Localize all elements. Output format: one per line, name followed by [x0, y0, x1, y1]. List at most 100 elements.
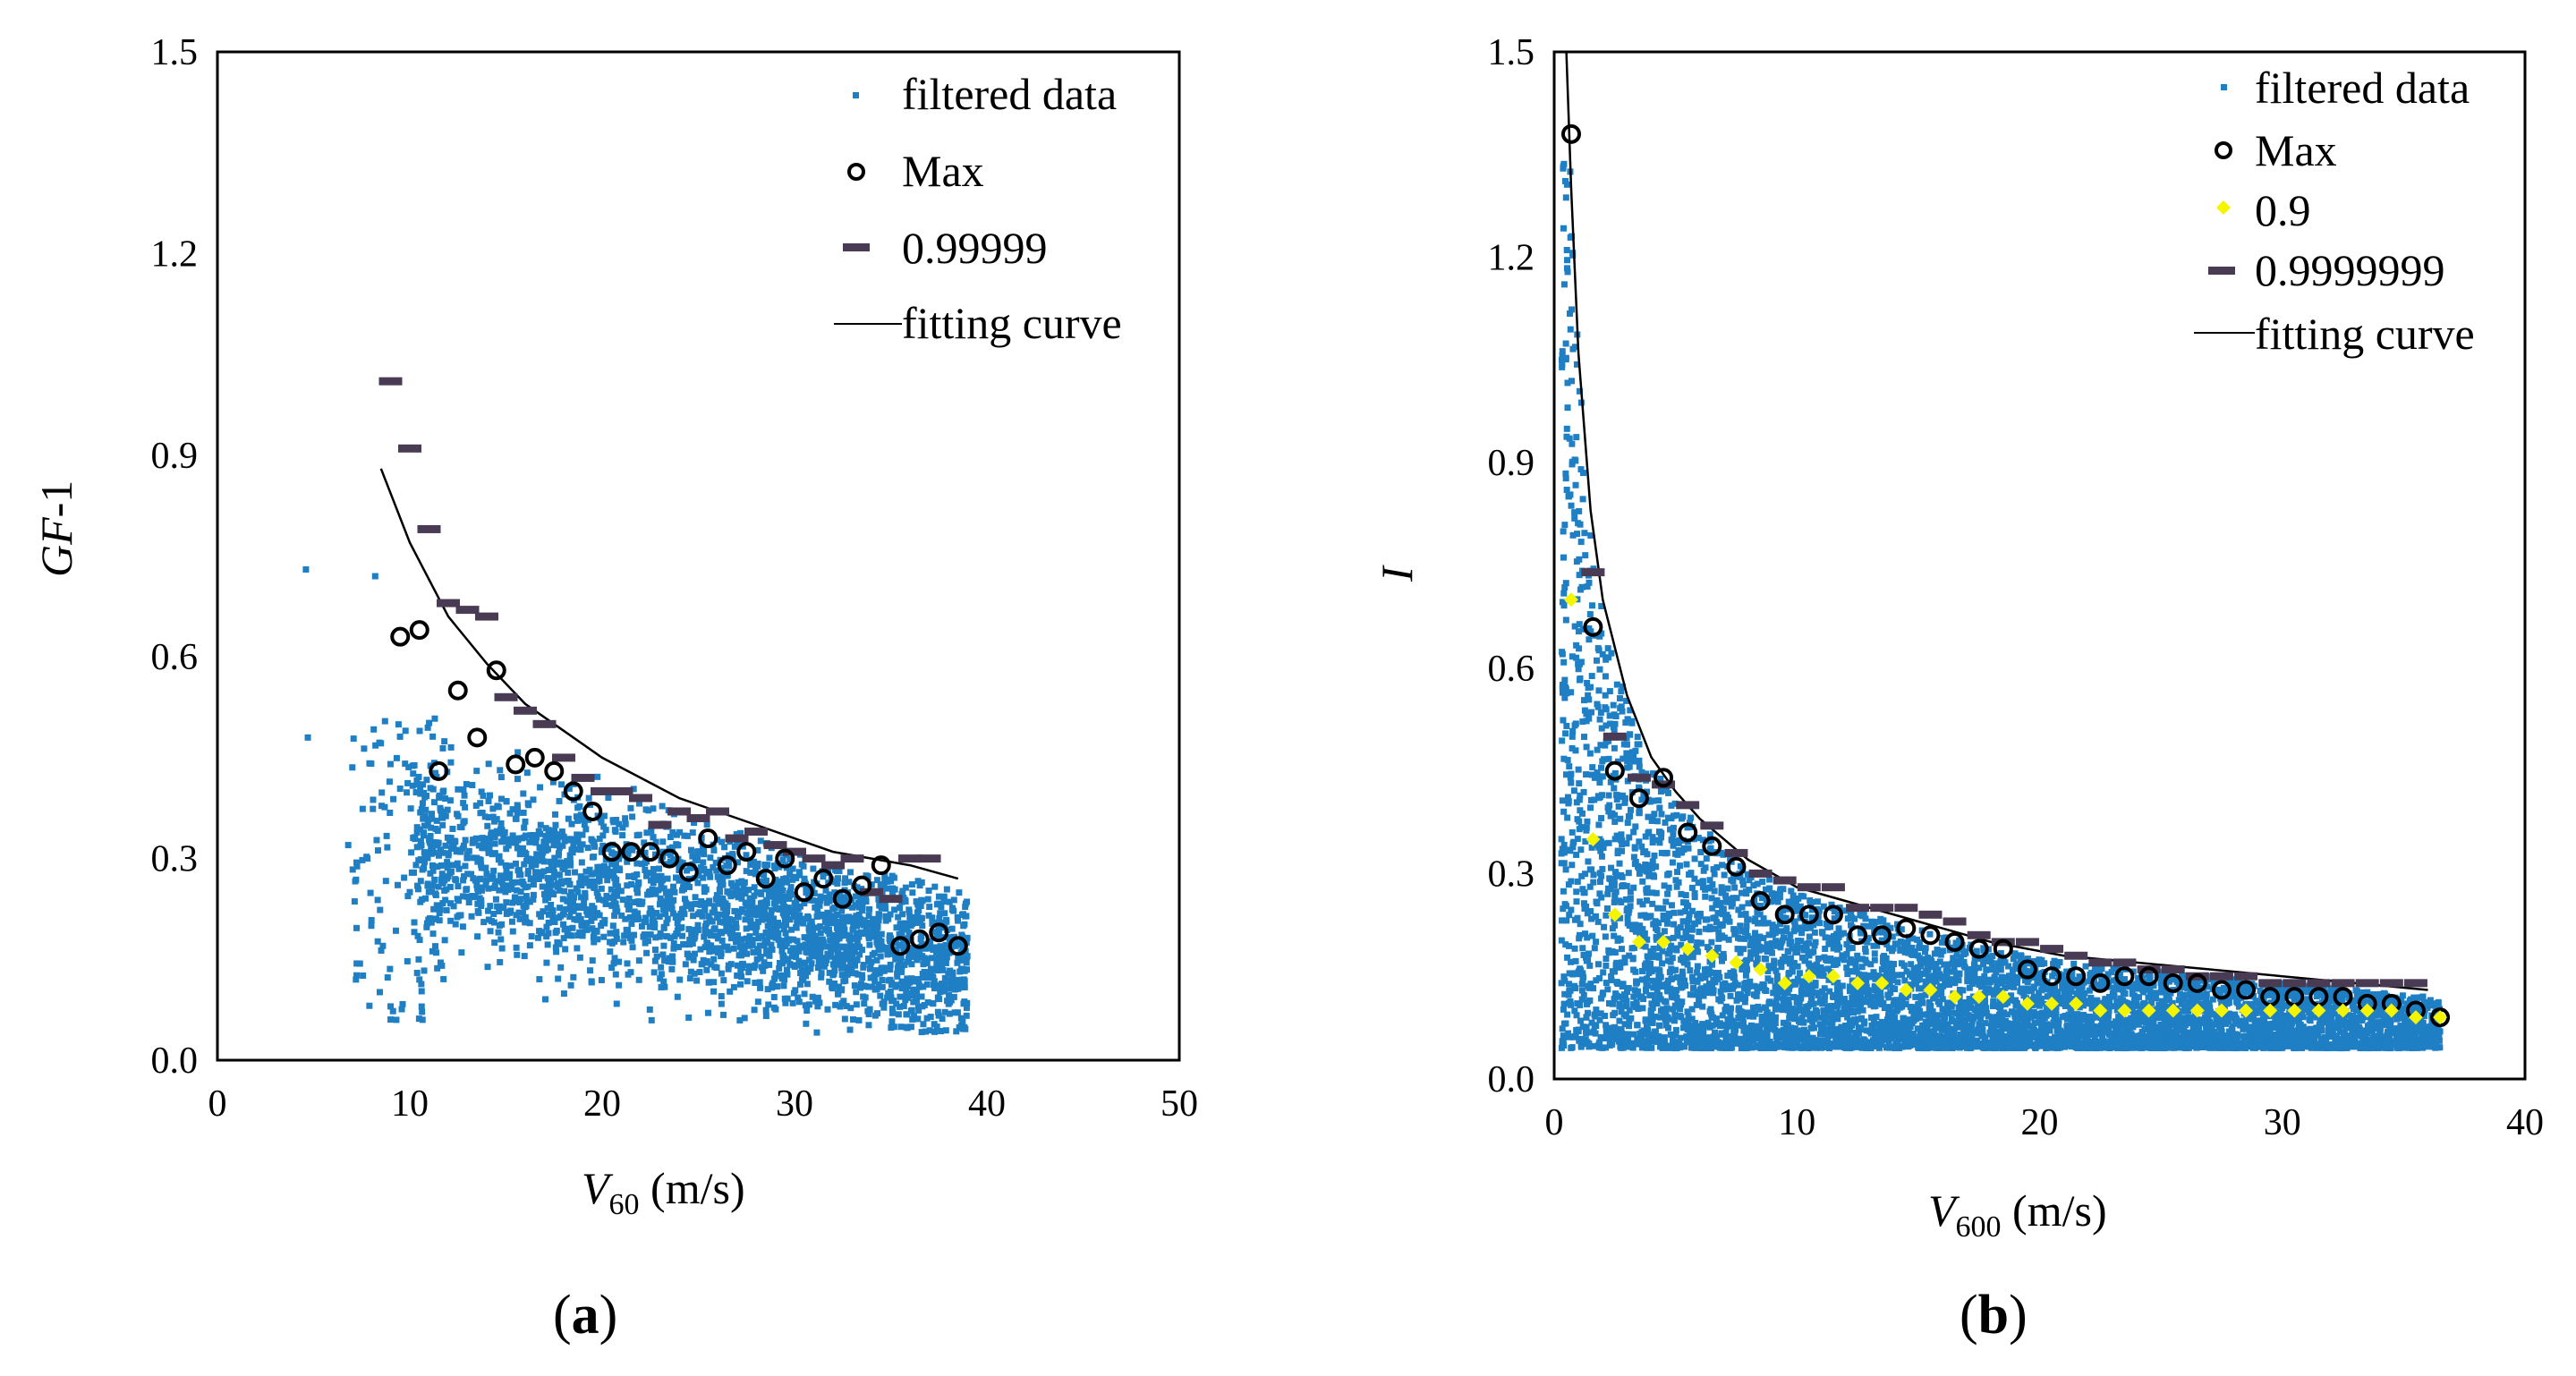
filtered-point: [1558, 356, 1565, 363]
filtered-point: [680, 886, 687, 893]
filtered-point: [956, 1024, 963, 1031]
filtered-point: [561, 837, 568, 845]
filtered-point: [772, 876, 779, 883]
filtered-point: [692, 894, 699, 901]
filtered-point: [902, 884, 909, 891]
filtered-point: [764, 930, 771, 937]
filtered-point: [642, 860, 649, 867]
filtered-point: [733, 924, 740, 931]
filtered-point: [776, 906, 783, 913]
filtered-point: [1807, 1016, 1814, 1024]
filtered-point: [1589, 602, 1596, 609]
filtered-point: [659, 838, 667, 845]
filtered-point: [1939, 996, 1946, 1003]
filtered-point: [829, 920, 836, 927]
filtered-point: [390, 795, 397, 803]
filtered-point: [945, 934, 952, 941]
filtered-point: [761, 959, 768, 966]
filtered-point: [725, 962, 732, 969]
filtered-point: [920, 961, 927, 968]
filtered-point: [791, 963, 798, 970]
filtered-point: [852, 893, 859, 900]
filtered-point: [566, 856, 574, 863]
filtered-point: [731, 907, 738, 914]
filtered-point: [729, 853, 736, 860]
filtered-point: [1598, 894, 1605, 901]
filtered-point: [937, 989, 944, 996]
filtered-point: [574, 888, 582, 896]
filtered-point: [891, 906, 898, 913]
filtered-point: [485, 849, 492, 856]
filtered-point: [915, 914, 922, 922]
filtered-point: [757, 837, 764, 845]
filtered-point: [513, 912, 520, 919]
filtered-point: [629, 813, 636, 820]
filtered-point: [429, 930, 437, 938]
quantile-dash: [455, 606, 480, 615]
filtered-point: [555, 883, 562, 890]
filtered-point: [2229, 1028, 2236, 1035]
filtered-point: [564, 929, 571, 936]
filtered-point: [1611, 898, 1618, 905]
plot-area-b: [1552, 50, 2527, 1081]
filtered-point: [553, 927, 560, 934]
filtered-point: [527, 876, 534, 883]
filtered-point: [743, 852, 750, 859]
filtered-point: [1825, 976, 1832, 983]
filtered-point: [812, 951, 819, 958]
filtered-point: [350, 735, 357, 743]
filtered-point: [1618, 703, 1625, 710]
filtered-point: [611, 827, 618, 834]
filtered-point: [531, 869, 539, 876]
filtered-point: [547, 858, 554, 865]
filtered-point: [746, 942, 753, 949]
filtered-point: [514, 879, 521, 886]
filtered-point: [768, 885, 775, 892]
filtered-point: [515, 866, 523, 873]
filtered-point: [657, 975, 664, 982]
filtered-point: [1642, 943, 1649, 950]
filtered-point: [2150, 982, 2157, 990]
filtered-point: [868, 983, 875, 990]
filtered-point: [769, 946, 776, 953]
filtered-point: [1854, 952, 1861, 959]
filtered-point: [779, 856, 786, 863]
max-marker: [909, 929, 930, 949]
filtered-point: [552, 944, 559, 951]
filtered-point: [829, 961, 837, 968]
filtered-point: [1725, 986, 1732, 993]
filtered-point: [2103, 1020, 2110, 1027]
filtered-point: [719, 895, 727, 902]
fitting-curve-line: [379, 468, 959, 880]
filtered-point: [839, 951, 846, 958]
filtered-point: [2336, 1028, 2343, 1035]
filtered-point: [1798, 988, 1805, 995]
filtered-point: [921, 968, 928, 975]
filtered-point: [902, 993, 909, 1000]
filtered-point: [1569, 862, 1576, 869]
filtered-point: [2198, 1000, 2205, 1007]
filtered-point: [631, 843, 638, 850]
filtered-point: [900, 1002, 907, 1009]
x-tick-label: 30: [2264, 1102, 2301, 1143]
filtered-point: [446, 797, 454, 804]
filtered-point: [602, 900, 609, 907]
filtered-point: [433, 773, 440, 780]
filtered-point: [847, 1005, 854, 1012]
filtered-point: [1587, 532, 1594, 539]
filtered-point: [633, 860, 641, 867]
max-marker: [429, 760, 449, 781]
filtered-point: [485, 797, 492, 804]
filtered-point: [1573, 361, 1580, 368]
filtered-point: [835, 949, 842, 956]
filtered-point: [602, 827, 609, 834]
filtered-point: [1689, 978, 1696, 985]
filtered-point: [1921, 970, 1928, 977]
filtered-point: [691, 970, 698, 977]
filtered-point: [608, 861, 616, 868]
filtered-point: [803, 948, 810, 956]
filtered-point: [775, 919, 782, 926]
filtered-point: [1743, 890, 1750, 897]
filtered-point: [690, 956, 697, 964]
filtered-point: [486, 792, 493, 799]
